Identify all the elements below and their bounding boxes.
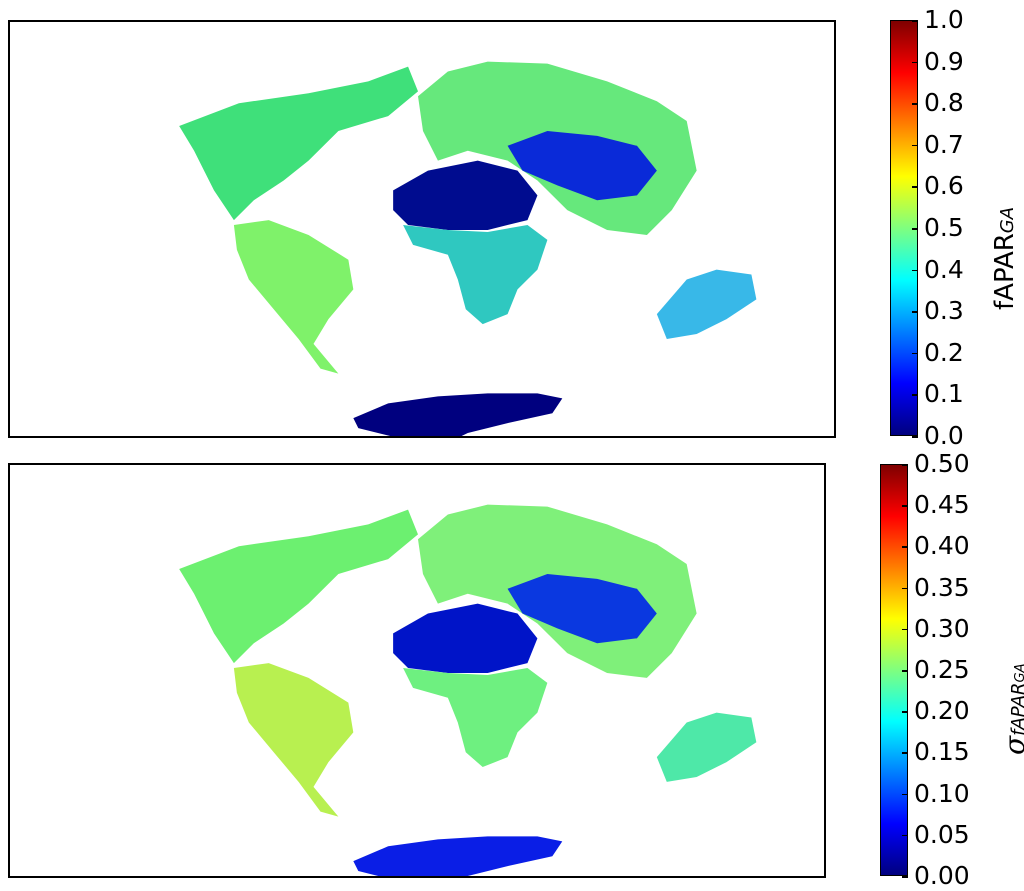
colorbar-tick-mark: [912, 269, 918, 272]
colorbar-tick-label: 0.1: [924, 379, 964, 409]
colorbar-tick-label: 0.40: [914, 531, 970, 561]
colorbar-fapar-label-sub: GA: [997, 206, 1018, 234]
region-sahara: [393, 603, 538, 673]
colorbar-fapar-label-main: fAPAR: [990, 233, 1020, 310]
region-north-america: [179, 66, 419, 221]
colorbar-sigma-label-sub: fAPAR: [1008, 682, 1024, 736]
colorbar-tick-label: 0.45: [914, 490, 970, 520]
colorbar-tick-mark: [902, 793, 908, 796]
colorbar-tick-mark: [912, 186, 918, 188]
colorbar-sigma-fapar-label: σfAPARGA: [998, 663, 1024, 755]
colorbar-tick-label: 0.50: [914, 449, 970, 478]
colorbar-tick-label: 0.6: [924, 171, 964, 201]
colorbar-tick-mark: [912, 20, 918, 22]
colorbar-sigma-label-sub2: GA: [1013, 663, 1024, 683]
continents: [179, 504, 757, 876]
region-central-asia: [507, 573, 657, 644]
colorbar-tick-mark: [902, 464, 908, 466]
region-north-america: [179, 509, 418, 664]
colorbar-tick-label: 0.0: [924, 421, 964, 450]
region-australia: [656, 269, 757, 339]
colorbar-tick-label: 0.35: [914, 572, 970, 602]
colorbar-tick-label: 0.20: [914, 696, 970, 726]
colorbar-tick-mark: [912, 352, 918, 355]
region-antarctica: [353, 836, 563, 876]
region-africa: [403, 668, 548, 768]
world-map-fapar: [179, 61, 757, 436]
colorbar-tick-label: 0.10: [914, 778, 970, 808]
colorbar-tick-label: 0.2: [924, 337, 964, 367]
region-australia: [656, 712, 757, 782]
colorbar-tick-mark: [912, 61, 918, 64]
colorbar-tick-mark: [902, 752, 908, 754]
colorbar-sigma-label-main: σ: [998, 736, 1024, 755]
colorbar-tick-label: 0.3: [924, 296, 964, 326]
colorbar-tick-label: 0.4: [924, 254, 964, 284]
colorbar-tick-label: 0.05: [914, 819, 970, 849]
colorbar-sigma-fapar: [880, 464, 908, 876]
colorbar-tick-mark: [902, 711, 908, 713]
colorbar-tick-mark: [902, 505, 908, 507]
region-antarctica: [353, 393, 563, 436]
colorbar-tick-mark: [902, 628, 908, 631]
colorbar-tick-label: 0.25: [914, 655, 970, 684]
colorbar-tick-label: 0.9: [924, 46, 964, 76]
colorbar-tick-label: 0.8: [924, 88, 964, 118]
colorbar-tick-mark: [912, 311, 918, 313]
colorbar-tick-mark: [912, 394, 918, 396]
world-map-sigma-fapar: [179, 504, 757, 876]
region-south-america: [233, 663, 354, 817]
map-panel-fapar: [8, 20, 836, 438]
colorbar-tick-mark: [902, 834, 908, 837]
colorbar-tick-mark: [912, 144, 918, 147]
colorbar-tick-mark: [912, 103, 918, 105]
region-central-asia: [507, 130, 657, 201]
region-south-america: [233, 220, 354, 374]
colorbar-tick-label: 0.30: [914, 613, 970, 643]
colorbar-tick-mark: [902, 587, 908, 590]
continents: [179, 61, 757, 436]
colorbar-tick-mark: [912, 436, 918, 438]
colorbar-tick-mark: [912, 228, 918, 230]
colorbar-tick-label: 0.00: [914, 861, 970, 890]
colorbar-tick-label: 1.0: [924, 5, 964, 34]
colorbar-tick-label: 0.7: [924, 129, 964, 159]
colorbar-tick-mark: [902, 876, 908, 878]
colorbar-tick-mark: [902, 670, 908, 672]
colorbar-tick-label: 0.15: [914, 737, 970, 767]
colorbar-fapar-label: fAPARGA: [990, 207, 1020, 310]
colorbar-tick-label: 0.5: [924, 213, 964, 242]
map-panel-sigma-fapar: [8, 463, 826, 878]
region-africa: [403, 225, 548, 325]
region-sahara: [393, 160, 538, 230]
colorbar-tick-mark: [902, 546, 908, 548]
